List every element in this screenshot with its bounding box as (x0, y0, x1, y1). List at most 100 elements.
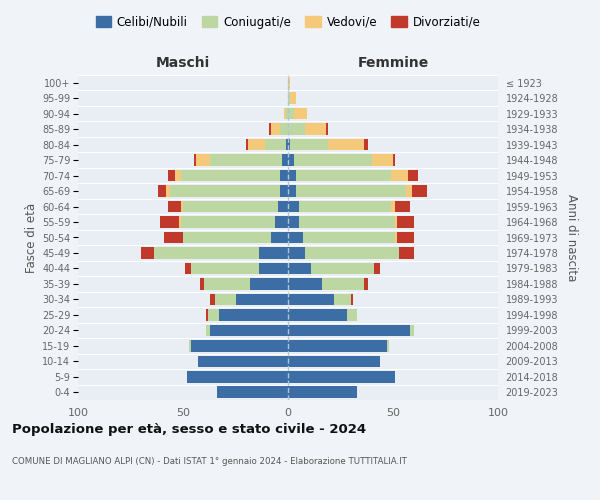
Legend: Celibi/Nubili, Coniugati/e, Vedovi/e, Divorziati/e: Celibi/Nubili, Coniugati/e, Vedovi/e, Di… (91, 11, 485, 34)
Bar (190, 340, 191, 351)
Bar (181, 170, 280, 181)
Bar (218, 309, 288, 320)
Bar (208, 309, 218, 320)
Bar (185, 262, 191, 274)
Bar (275, 216, 288, 228)
Bar (395, 232, 397, 243)
Bar (210, 324, 288, 336)
Bar (400, 247, 414, 259)
Bar (326, 124, 328, 135)
Bar (288, 386, 358, 398)
Bar (303, 232, 395, 243)
Bar (210, 154, 282, 166)
Bar (288, 154, 295, 166)
Bar (364, 278, 368, 289)
Bar (288, 200, 299, 212)
Bar (288, 216, 299, 228)
Bar (387, 340, 389, 351)
Bar (288, 324, 410, 336)
Y-axis label: Anni di nascita: Anni di nascita (565, 194, 578, 281)
Bar (347, 309, 358, 320)
Bar (395, 216, 397, 228)
Bar (406, 186, 412, 197)
Bar (412, 186, 427, 197)
Bar (288, 278, 322, 289)
Bar (299, 200, 391, 212)
Text: Popolazione per età, sesso e stato civile - 2024: Popolazione per età, sesso e stato civil… (12, 422, 366, 436)
Bar (187, 371, 288, 382)
Bar (158, 186, 166, 197)
Bar (305, 124, 326, 135)
Bar (196, 154, 210, 166)
Bar (191, 262, 259, 274)
Bar (328, 139, 364, 150)
Bar (164, 232, 183, 243)
Bar (200, 278, 204, 289)
Bar (290, 92, 296, 104)
Bar (397, 232, 414, 243)
Bar (284, 108, 286, 120)
Bar (288, 232, 303, 243)
Bar (288, 108, 295, 120)
Bar (286, 108, 288, 120)
Bar (271, 124, 280, 135)
Bar (288, 309, 347, 320)
Bar (193, 154, 196, 166)
Bar (395, 200, 410, 212)
Bar (246, 139, 248, 150)
Bar (277, 200, 288, 212)
Text: COMUNE DI MAGLIANO ALPI (CN) - Dati ISTAT 1° gennaio 2024 - Elaborazione TUTTITA: COMUNE DI MAGLIANO ALPI (CN) - Dati ISTA… (12, 458, 407, 466)
Bar (290, 139, 328, 150)
Bar (204, 278, 250, 289)
Bar (206, 324, 210, 336)
Bar (198, 356, 288, 367)
Bar (183, 232, 271, 243)
Bar (179, 216, 181, 228)
Bar (408, 170, 418, 181)
Bar (364, 139, 368, 150)
Bar (282, 154, 288, 166)
Bar (372, 154, 393, 166)
Bar (393, 154, 395, 166)
Bar (391, 170, 408, 181)
Bar (288, 139, 290, 150)
Bar (288, 92, 290, 104)
Bar (295, 154, 372, 166)
Bar (288, 340, 387, 351)
Bar (288, 371, 395, 382)
Bar (141, 247, 154, 259)
Bar (334, 294, 351, 305)
Text: Maschi: Maschi (156, 56, 210, 70)
Bar (166, 186, 170, 197)
Bar (288, 186, 296, 197)
Bar (280, 170, 288, 181)
Bar (322, 278, 364, 289)
Bar (168, 200, 181, 212)
Bar (250, 278, 288, 289)
Bar (215, 294, 235, 305)
Bar (168, 170, 175, 181)
Y-axis label: Fasce di età: Fasce di età (25, 202, 38, 272)
Bar (288, 77, 290, 88)
Bar (288, 247, 305, 259)
Bar (248, 139, 265, 150)
Bar (299, 216, 395, 228)
Bar (170, 186, 280, 197)
Bar (288, 262, 311, 274)
Bar (288, 356, 380, 367)
Bar (410, 324, 414, 336)
Bar (211, 294, 215, 305)
Bar (280, 186, 288, 197)
Bar (295, 108, 307, 120)
Bar (206, 309, 208, 320)
Bar (296, 170, 391, 181)
Bar (235, 294, 288, 305)
Bar (288, 294, 334, 305)
Bar (265, 139, 286, 150)
Bar (311, 262, 374, 274)
Bar (288, 124, 305, 135)
Text: Femmine: Femmine (358, 56, 428, 70)
Bar (269, 124, 271, 135)
Bar (397, 216, 414, 228)
Bar (305, 247, 400, 259)
